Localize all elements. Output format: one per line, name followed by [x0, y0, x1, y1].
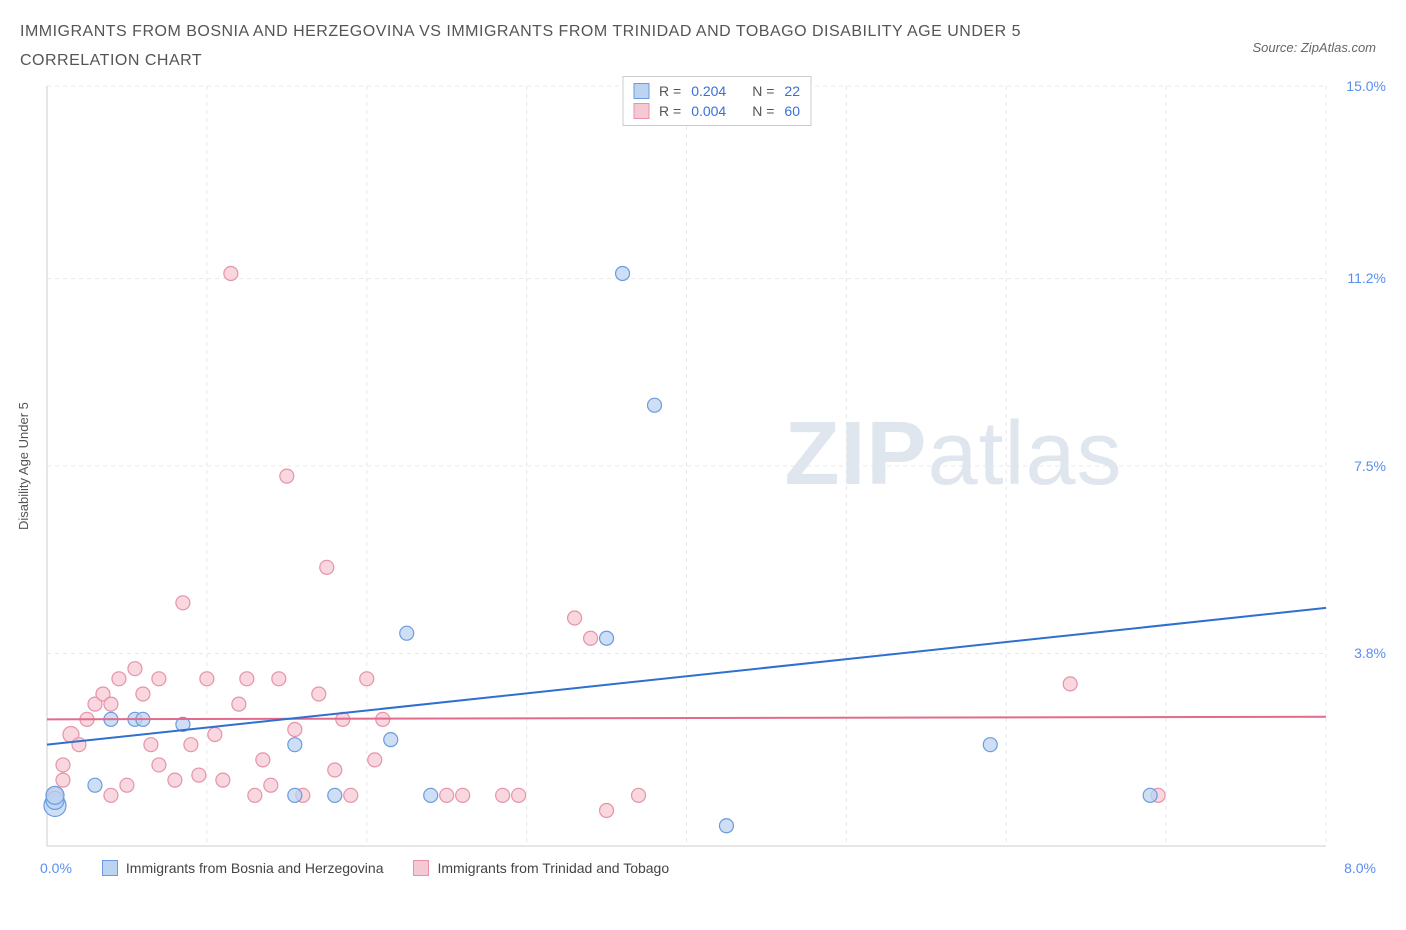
- chart-title: IMMIGRANTS FROM BOSNIA AND HERZEGOVINA V…: [20, 18, 1021, 76]
- legend-row-series-0: R = 0.204 N = 22: [633, 81, 800, 101]
- correlation-chart: IMMIGRANTS FROM BOSNIA AND HERZEGOVINA V…: [10, 10, 1396, 876]
- legend-row-series-1: R = 0.004 N = 60: [633, 101, 800, 121]
- y-tick-label: 3.8%: [1354, 645, 1386, 661]
- y-axis-label: Disability Age Under 5: [10, 76, 37, 856]
- y-tick-label: 7.5%: [1354, 458, 1386, 474]
- y-tick-label: 11.2%: [1347, 270, 1386, 286]
- swatch-series-1: [413, 860, 429, 876]
- legend-item-series-1: Immigrants from Trinidad and Tobago: [413, 860, 669, 876]
- x-max-label: 8.0%: [1344, 860, 1376, 876]
- n-value-0: 22: [784, 83, 800, 99]
- header-row: IMMIGRANTS FROM BOSNIA AND HERZEGOVINA V…: [10, 10, 1396, 76]
- y-tick-label: 15.0%: [1346, 78, 1386, 94]
- n-label: N =: [752, 83, 774, 99]
- title-line-1: IMMIGRANTS FROM BOSNIA AND HERZEGOVINA V…: [20, 23, 1021, 40]
- plot-wrapper: Disability Age Under 5 R = 0.204 N = 22 …: [10, 76, 1396, 856]
- r-label: R =: [659, 83, 681, 99]
- r-value-1: 0.004: [691, 103, 726, 119]
- correlation-legend: R = 0.204 N = 22 R = 0.004 N = 60: [622, 76, 811, 126]
- n-value-1: 60: [784, 103, 800, 119]
- plot-area: R = 0.204 N = 22 R = 0.004 N = 60 ZIPatl…: [37, 76, 1396, 856]
- legend-item-series-0: Immigrants from Bosnia and Herzegovina: [102, 860, 384, 876]
- series-name-0: Immigrants from Bosnia and Herzegovina: [126, 860, 384, 876]
- swatch-series-0: [633, 83, 649, 99]
- swatch-series-1: [633, 103, 649, 119]
- source-attribution: Source: ZipAtlas.com: [1252, 40, 1376, 55]
- series-name-1: Immigrants from Trinidad and Tobago: [437, 860, 669, 876]
- swatch-series-0: [102, 860, 118, 876]
- scatter-plot-svg: [37, 76, 1396, 856]
- n-label: N =: [752, 103, 774, 119]
- title-line-2: CORRELATION CHART: [20, 52, 202, 69]
- r-value-0: 0.204: [691, 83, 726, 99]
- r-label: R =: [659, 103, 681, 119]
- x-min-label: 0.0%: [40, 860, 72, 876]
- bottom-legend: 0.0% Immigrants from Bosnia and Herzegov…: [40, 856, 1396, 876]
